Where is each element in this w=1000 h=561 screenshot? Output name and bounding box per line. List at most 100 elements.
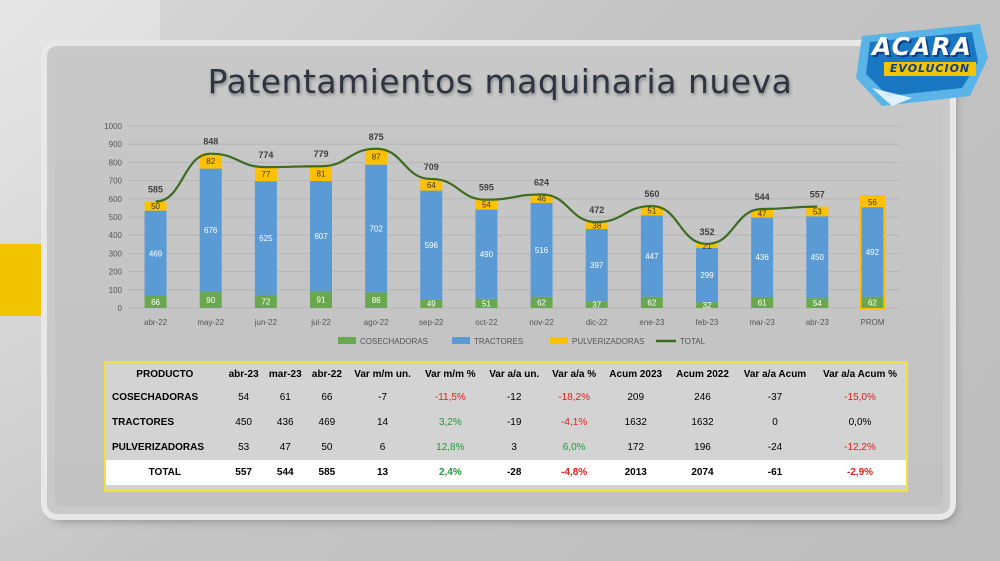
data-label-tractores: 676 <box>204 226 218 235</box>
y-tick-label: 600 <box>109 195 123 204</box>
table-cell: 13 <box>346 460 419 485</box>
bar-tractores <box>365 164 388 293</box>
table-cell: 436 <box>276 417 294 428</box>
x-tick-label: oct-22 <box>475 318 498 327</box>
page-title: Patentamientos maquinaria nueva <box>207 62 793 101</box>
table-cell: 6 <box>379 442 386 453</box>
x-tick-label: may-22 <box>197 318 224 327</box>
table-header-cell: Acum 2022 <box>676 368 729 380</box>
bar-pulverizadoras <box>696 243 718 248</box>
bar-cosechadoras <box>640 296 663 308</box>
data-label-total: 544 <box>755 192 770 202</box>
table-cell: -12,2% <box>844 442 876 453</box>
bar-tractores <box>751 217 774 297</box>
y-tick-label: 700 <box>109 177 123 186</box>
table-cell: 2,4% <box>418 460 483 485</box>
table-cell: 3,2% <box>438 417 462 428</box>
data-label-cosechadoras: 32 <box>703 301 712 310</box>
table-cell: -28 <box>482 460 546 485</box>
table-cell: 196 <box>694 442 711 453</box>
data-label-tractores: 492 <box>866 248 880 257</box>
x-tick-label: abr-22 <box>144 318 168 327</box>
table-cell: 66 <box>321 392 333 403</box>
table-cell: 246 <box>694 392 711 403</box>
series-line-total <box>155 147 818 246</box>
data-label-pulverizadoras: 53 <box>813 207 822 216</box>
table-header-cell: abr-23 <box>228 368 259 380</box>
y-tick-label: 500 <box>109 213 123 222</box>
data-label-tractores: 607 <box>314 232 328 241</box>
data-label-cosechadoras: 62 <box>537 298 546 307</box>
table-cell: 2074 <box>669 460 736 485</box>
data-label-total: 624 <box>534 177 549 187</box>
x-tick-label: sep-22 <box>419 318 444 327</box>
y-tick-label: 400 <box>109 231 123 240</box>
data-label-total: 585 <box>148 185 163 195</box>
table-cell: 450 <box>235 417 252 428</box>
table-cell: -11,5% <box>434 392 466 403</box>
bar-pulverizadoras <box>144 201 167 211</box>
bar-tractores <box>254 181 277 295</box>
data-label-pulverizadoras: 46 <box>537 195 546 204</box>
table-header-cell: Var a/a Acum <box>743 368 807 380</box>
data-label-pulverizadoras: 56 <box>868 198 877 207</box>
table-cell: 1632 <box>691 417 714 428</box>
table-row-label: TOTAL <box>106 460 224 485</box>
table-row: TRACTORES 450 436 469 14 3,2% -19 -4,1% 1632 1632… <box>106 410 906 435</box>
table-cell: 2013 <box>602 460 670 485</box>
legend-swatch <box>550 337 568 344</box>
data-label-pulverizadoras: 21 <box>703 242 712 251</box>
bar-pulverizadoras <box>751 208 774 218</box>
data-label-total: 875 <box>369 132 384 142</box>
table-cell: 47 <box>279 442 291 453</box>
table-cell: 3 <box>511 442 517 453</box>
x-tick-label: ene-23 <box>639 318 664 327</box>
bar-pulverizadoras <box>310 166 332 181</box>
bar-tractores <box>420 190 443 300</box>
data-label-tractores: 702 <box>369 224 383 233</box>
legend-label: COSECHADORAS <box>360 337 428 346</box>
bar-cosechadoras <box>199 291 222 308</box>
table-row: TOTAL 557 544 585 13 2,4% -28 -4,8% 2013 2074 -61-… <box>106 460 906 485</box>
bar-tractores <box>585 229 608 302</box>
y-tick-label: 1000 <box>104 122 122 131</box>
bar-cosechadoras <box>254 294 277 308</box>
data-label-tractores: 299 <box>700 271 714 280</box>
logo-sub-text: EVOLUCION <box>884 62 976 76</box>
table-cell: -12 <box>506 392 522 403</box>
y-tick-label: 200 <box>109 268 123 277</box>
y-tick-label: 900 <box>109 140 123 149</box>
table-header-cell: abr-22 <box>311 368 342 380</box>
data-label-tractores: 469 <box>149 249 163 258</box>
bar-pulverizadoras <box>585 222 608 230</box>
x-tick-label: abr-23 <box>806 318 830 327</box>
bar-tractores <box>475 209 498 299</box>
table-cell: -37 <box>767 392 783 403</box>
bar-pulverizadoras <box>475 199 498 210</box>
table-cell: 50 <box>321 442 333 453</box>
x-tick-label: jun-22 <box>254 318 278 327</box>
data-label-cosechadoras: 90 <box>206 296 215 305</box>
data-label-total: 557 <box>810 190 825 200</box>
bar-cosechadoras <box>365 292 388 308</box>
x-tick-label: ago-22 <box>364 318 389 327</box>
table-cell: 172 <box>627 442 645 453</box>
table-row-label: PULVERIZADORAS <box>112 442 205 453</box>
data-label-pulverizadoras: 38 <box>592 222 601 231</box>
table-header-cell: Acum 2023 <box>609 368 663 380</box>
data-label-total: 774 <box>258 150 273 160</box>
data-label-pulverizadoras: 81 <box>317 170 326 179</box>
table-header-cell: Var a/a % <box>552 368 597 380</box>
data-label-pulverizadoras: 77 <box>261 170 270 179</box>
bar-pulverizadoras <box>806 206 829 217</box>
table-header-cell: Var a/a Acum % <box>822 368 898 380</box>
bar-tractores <box>530 202 553 297</box>
data-label-total: 848 <box>203 137 218 147</box>
table-cell: -2,9% <box>814 460 906 485</box>
bar-tractores <box>696 247 718 303</box>
logo-main-text: ACARA <box>872 32 972 61</box>
data-label-total: 709 <box>424 162 439 172</box>
table-cell: -4,8% <box>545 460 603 485</box>
table-cell: 0 <box>772 417 778 428</box>
